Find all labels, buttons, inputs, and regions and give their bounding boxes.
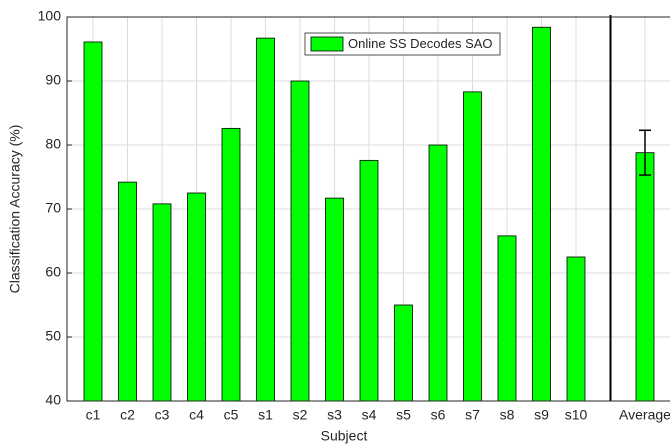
y-tick-label: 90 [45,72,61,88]
y-tick-label: 60 [45,264,61,280]
x-tick-label: s3 [327,407,342,423]
bar [463,91,482,402]
bar [497,235,517,402]
y-tick-label: 70 [45,200,61,216]
x-tick-label: c4 [189,407,204,423]
x-tick-label: s8 [500,407,515,423]
x-tick-label: s7 [465,407,480,423]
bar [83,41,103,402]
x-axis-label: Subject [321,428,368,444]
x-tick-label: s4 [362,407,377,423]
bar [221,127,241,402]
bar [152,203,172,402]
bar [635,152,655,402]
x-tick-label: Average [619,407,670,423]
error-bar [639,129,651,176]
y-tick-label: 100 [38,8,62,24]
x-tick-label: c1 [86,407,101,423]
x-tick-label: s5 [396,407,411,423]
y-tick-label: 80 [45,136,61,152]
x-tick-label: s6 [431,407,446,423]
x-tick-label: c5 [224,407,239,423]
bar [290,80,310,402]
bar [256,37,275,402]
x-tick-label: s2 [293,407,308,423]
y-tick-label: 40 [45,392,61,408]
bar [566,256,586,402]
bar [187,192,206,402]
bar [394,304,413,402]
legend-label: Online SS Decodes SAO [348,36,493,51]
x-tick-label: s10 [565,407,588,423]
x-tick-label: s1 [258,407,273,423]
x-tick-label: s9 [534,407,549,423]
bar [428,144,448,402]
bar [359,159,379,402]
plot-frame [66,16,670,402]
y-axis-label: Classification Accuracy (%) [7,125,23,294]
y-tick-label: 50 [45,328,61,344]
legend-swatch [310,36,344,52]
legend-box [304,32,501,56]
bar [532,26,551,402]
x-tick-label: c3 [155,407,170,423]
x-tick-label: c2 [120,407,135,423]
bar [325,197,344,402]
bar [118,181,137,402]
